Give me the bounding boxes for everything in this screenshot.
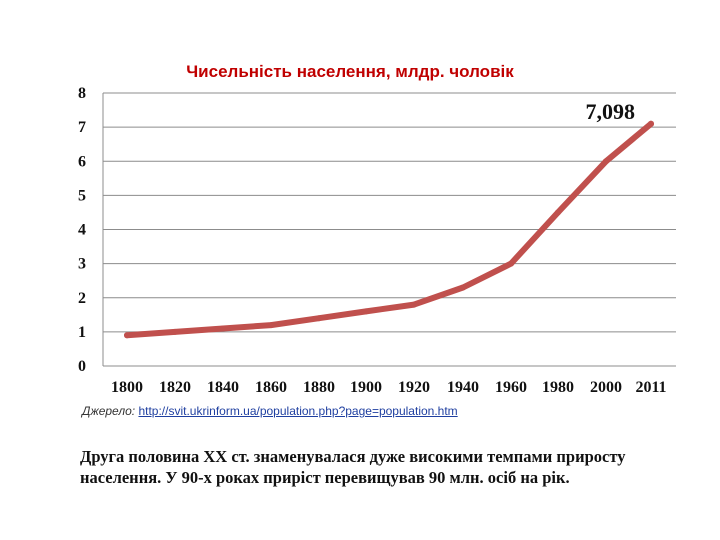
data-point: [411, 301, 417, 308]
data-point: [603, 158, 609, 165]
y-tick-label: 0: [78, 358, 86, 375]
x-tick-label: 1920: [398, 379, 430, 396]
y-tick-label: 6: [78, 153, 86, 170]
data-point: [555, 209, 561, 216]
x-tick-label: 1800: [111, 379, 143, 396]
data-point: [460, 284, 466, 291]
data-point: [220, 325, 226, 332]
y-tick-label: 5: [78, 187, 86, 204]
data-point: [268, 322, 274, 329]
y-tick-label: 3: [78, 256, 86, 273]
data-point: [508, 260, 514, 267]
x-axis-ticks: 1800 1820 1840 1860 1880 1900 1920 1940 1960 1980…: [111, 379, 667, 396]
population-line: [124, 120, 654, 339]
data-point: [316, 315, 322, 322]
x-tick-label: 1980: [542, 379, 574, 396]
x-tick-label: 1820: [159, 379, 191, 396]
x-tick-label: 1960: [495, 379, 527, 396]
source-line: Джерело: http://svit.ukrinform.ua/popula…: [82, 404, 458, 418]
y-tick-label: 2: [78, 290, 86, 307]
source-label: Джерело:: [82, 404, 136, 418]
data-point: [648, 120, 654, 127]
x-tick-label: 1880: [303, 379, 335, 396]
chart-title: Чисельність населення, млдр. чоловік: [186, 62, 514, 81]
y-tick-label: 1: [78, 324, 86, 341]
source-link[interactable]: http://svit.ukrinform.ua/population.php?…: [138, 404, 458, 418]
x-tick-label: 1900: [350, 379, 382, 396]
y-axis-ticks: 0 1 2 3 4 5 6 7 8: [78, 85, 86, 375]
x-tick-label: 1940: [447, 379, 479, 396]
gridlines: [102, 92, 676, 367]
y-tick-label: 7: [78, 119, 86, 136]
y-tick-label: 8: [78, 85, 86, 102]
x-tick-label: 2000: [590, 379, 622, 396]
x-tick-label: 2011: [635, 379, 666, 396]
x-tick-label: 1860: [255, 379, 287, 396]
y-tick-label: 4: [78, 222, 86, 239]
caption-text: Друга половина ХХ ст. знаменувалася дуже…: [80, 447, 626, 487]
x-tick-label: 1840: [207, 379, 239, 396]
data-points: [124, 120, 654, 339]
last-value-label: 7,098: [586, 99, 636, 124]
data-point: [363, 308, 369, 315]
data-point: [124, 332, 130, 339]
data-point: [172, 328, 178, 335]
chart: Чисельність населення, млдр. чоловік 0 1 2…: [78, 62, 676, 396]
